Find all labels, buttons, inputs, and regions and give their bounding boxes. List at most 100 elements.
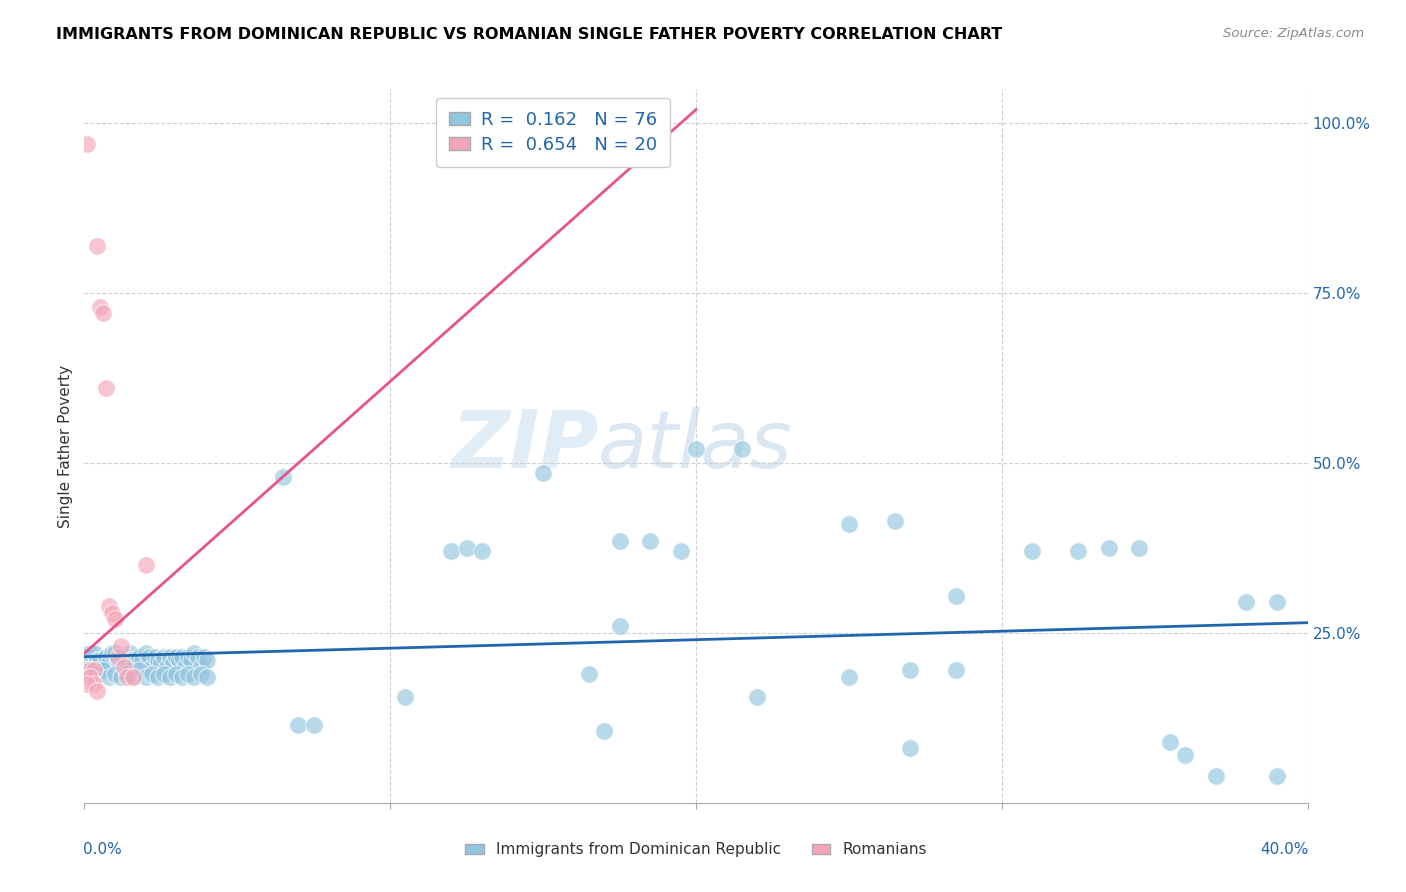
Point bbox=[83, 677, 105, 691]
Point bbox=[135, 670, 157, 684]
Point bbox=[193, 649, 215, 664]
Point bbox=[143, 649, 166, 664]
Point bbox=[1265, 769, 1288, 783]
Point bbox=[747, 690, 769, 705]
Point bbox=[89, 300, 111, 314]
Point bbox=[97, 599, 120, 613]
Point bbox=[167, 653, 190, 667]
Point bbox=[107, 653, 129, 667]
Point bbox=[165, 649, 187, 664]
Text: 40.0%: 40.0% bbox=[1260, 842, 1309, 857]
Text: atlas: atlas bbox=[598, 407, 793, 485]
Point bbox=[190, 666, 212, 681]
Text: 0.0%: 0.0% bbox=[83, 842, 122, 857]
Point bbox=[138, 649, 160, 664]
Point bbox=[153, 666, 176, 681]
Point bbox=[190, 660, 212, 674]
Point bbox=[141, 666, 163, 681]
Point bbox=[156, 660, 179, 674]
Point bbox=[1159, 734, 1181, 748]
Point bbox=[440, 544, 463, 558]
Point bbox=[883, 514, 905, 528]
Point bbox=[128, 663, 150, 677]
Point bbox=[1098, 541, 1121, 555]
Point bbox=[76, 649, 98, 664]
Point bbox=[898, 663, 921, 677]
Point bbox=[94, 381, 117, 395]
Point bbox=[945, 589, 967, 603]
Point bbox=[122, 670, 145, 684]
Point bbox=[76, 677, 98, 691]
Point bbox=[394, 690, 416, 705]
Point bbox=[79, 646, 101, 660]
Point bbox=[149, 657, 172, 671]
Point bbox=[302, 717, 325, 731]
Point bbox=[1236, 595, 1258, 609]
Point bbox=[110, 649, 132, 664]
Point bbox=[101, 646, 124, 660]
Point bbox=[165, 666, 187, 681]
Point bbox=[110, 670, 132, 684]
Point bbox=[97, 670, 120, 684]
Point bbox=[125, 657, 148, 671]
Point bbox=[1021, 544, 1043, 558]
Point bbox=[112, 653, 135, 667]
Point bbox=[609, 534, 631, 549]
Point bbox=[135, 646, 157, 660]
Point bbox=[104, 666, 127, 681]
Point bbox=[91, 306, 114, 320]
Point bbox=[86, 238, 108, 252]
Point bbox=[578, 666, 600, 681]
Point bbox=[172, 670, 194, 684]
Point bbox=[838, 670, 860, 684]
Point bbox=[456, 541, 478, 555]
Point bbox=[120, 646, 142, 660]
Point bbox=[101, 606, 124, 620]
Point bbox=[271, 469, 294, 483]
Point bbox=[1265, 595, 1288, 609]
Point bbox=[153, 649, 176, 664]
Point bbox=[91, 663, 114, 677]
Text: ZIP: ZIP bbox=[451, 407, 598, 485]
Point bbox=[471, 544, 494, 558]
Point bbox=[183, 670, 205, 684]
Text: IMMIGRANTS FROM DOMINICAN REPUBLIC VS ROMANIAN SINGLE FATHER POVERTY CORRELATION: IMMIGRANTS FROM DOMINICAN REPUBLIC VS RO… bbox=[56, 27, 1002, 42]
Point bbox=[1067, 544, 1090, 558]
Point bbox=[838, 517, 860, 532]
Point bbox=[83, 646, 105, 660]
Point bbox=[183, 646, 205, 660]
Point bbox=[79, 663, 101, 677]
Point bbox=[76, 136, 98, 151]
Point bbox=[131, 653, 153, 667]
Point bbox=[89, 653, 111, 667]
Point bbox=[104, 612, 127, 626]
Legend: Immigrants from Dominican Republic, Romanians: Immigrants from Dominican Republic, Roma… bbox=[456, 833, 936, 866]
Point bbox=[79, 663, 101, 677]
Point bbox=[162, 657, 184, 671]
Point bbox=[94, 649, 117, 664]
Point bbox=[180, 653, 202, 667]
Point bbox=[177, 666, 200, 681]
Point bbox=[122, 670, 145, 684]
Point bbox=[110, 640, 132, 654]
Point bbox=[195, 670, 218, 684]
Point bbox=[146, 653, 169, 667]
Point bbox=[669, 544, 692, 558]
Point bbox=[898, 741, 921, 756]
Point bbox=[186, 649, 208, 664]
Point bbox=[159, 649, 181, 664]
Point bbox=[593, 724, 616, 739]
Point bbox=[86, 653, 108, 667]
Point bbox=[79, 670, 101, 684]
Point bbox=[115, 670, 138, 684]
Point bbox=[91, 660, 114, 674]
Y-axis label: Single Father Poverty: Single Father Poverty bbox=[58, 365, 73, 527]
Point bbox=[1128, 541, 1150, 555]
Point bbox=[115, 666, 138, 681]
Point bbox=[638, 534, 661, 549]
Point bbox=[174, 660, 197, 674]
Point bbox=[685, 442, 707, 457]
Point bbox=[531, 466, 554, 480]
Point bbox=[731, 442, 754, 457]
Point bbox=[609, 619, 631, 633]
